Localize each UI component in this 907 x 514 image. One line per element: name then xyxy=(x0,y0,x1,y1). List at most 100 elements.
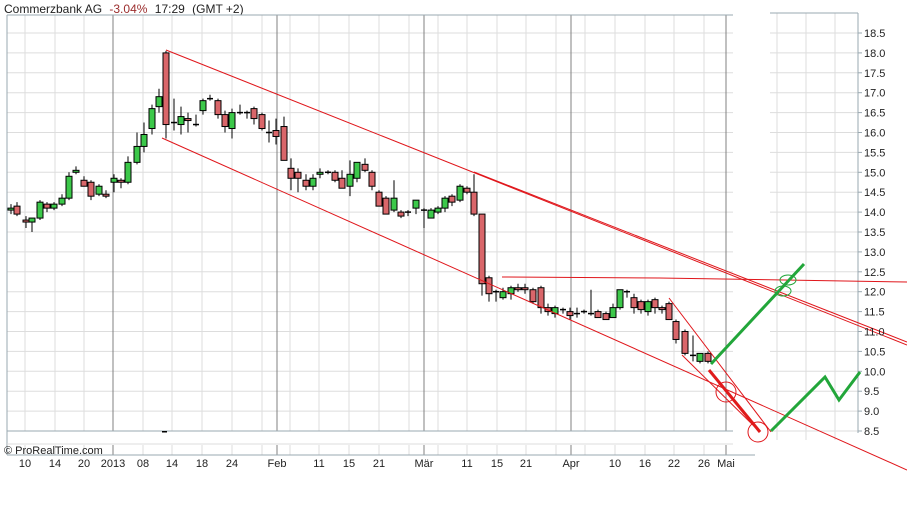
body xyxy=(65,175,73,199)
candle xyxy=(658,305,666,314)
timezone: (GMT +2) xyxy=(192,2,244,16)
candle xyxy=(463,186,471,195)
body xyxy=(13,205,21,215)
body xyxy=(616,289,624,309)
body xyxy=(309,177,317,187)
copyright: © ProRealTime.com xyxy=(4,445,103,457)
body xyxy=(390,197,398,211)
body xyxy=(651,299,659,309)
marker xyxy=(162,431,167,433)
body xyxy=(228,112,236,130)
candle xyxy=(50,202,58,211)
body xyxy=(434,207,442,213)
body xyxy=(124,161,132,183)
candle xyxy=(133,132,141,165)
body xyxy=(177,116,185,126)
body xyxy=(368,171,376,187)
x-tick-label: Feb xyxy=(268,458,287,470)
candle xyxy=(665,301,673,321)
y-tick-label: 15.0 xyxy=(864,167,885,179)
candle xyxy=(87,180,95,201)
y-tick-label: 13.0 xyxy=(864,247,885,259)
candle xyxy=(140,122,148,153)
body xyxy=(58,197,66,205)
candle xyxy=(602,311,610,321)
body xyxy=(566,311,574,317)
candle xyxy=(58,194,66,207)
x-tick-label: 21 xyxy=(373,458,385,470)
y-tick-label: 15.5 xyxy=(864,147,885,159)
candle xyxy=(470,174,478,217)
timestamp: 17:29 xyxy=(154,2,185,16)
body xyxy=(199,100,207,112)
candle xyxy=(199,98,207,115)
candle xyxy=(644,299,652,316)
y-tick-label: 14.0 xyxy=(864,207,885,219)
candle xyxy=(637,299,645,314)
body xyxy=(514,287,522,291)
body xyxy=(441,197,449,209)
candle xyxy=(110,174,118,193)
x-tick-label: 21 xyxy=(520,458,532,470)
trendline xyxy=(681,354,761,433)
body xyxy=(117,179,125,183)
body xyxy=(412,199,420,209)
candle xyxy=(36,200,44,221)
candle xyxy=(493,289,499,302)
candle xyxy=(80,176,88,187)
body xyxy=(521,287,529,291)
x-tick-label: 22 xyxy=(668,458,680,470)
y-tick-label: 18.5 xyxy=(864,28,885,40)
grid xyxy=(7,13,858,455)
y-tick-label: 16.0 xyxy=(864,128,885,140)
candle xyxy=(258,112,266,131)
trendline xyxy=(668,297,772,433)
candle xyxy=(551,305,559,318)
body xyxy=(637,301,645,311)
body xyxy=(331,171,339,181)
body xyxy=(110,177,118,183)
candle xyxy=(412,199,420,215)
candle xyxy=(651,297,659,314)
candle xyxy=(566,307,574,320)
body xyxy=(140,133,148,147)
candle xyxy=(441,196,449,213)
body xyxy=(602,313,610,321)
candle xyxy=(325,170,331,175)
candle xyxy=(574,307,580,318)
candle xyxy=(13,202,21,217)
x-tick-label: 14 xyxy=(166,458,178,470)
x-tick-label: 15 xyxy=(491,458,503,470)
candle xyxy=(448,194,456,207)
candle xyxy=(672,319,680,344)
candle xyxy=(456,184,464,203)
candle xyxy=(353,161,361,183)
axes xyxy=(6,12,862,456)
candle xyxy=(95,184,103,197)
candle xyxy=(624,289,630,298)
body xyxy=(36,201,44,219)
candle xyxy=(630,293,638,314)
body xyxy=(155,96,163,108)
candle xyxy=(390,180,398,213)
x-tick-label: 2013 xyxy=(101,458,125,470)
candle xyxy=(609,303,617,319)
candle xyxy=(272,118,280,145)
body xyxy=(696,352,704,362)
highlight-circle xyxy=(779,274,797,286)
candle xyxy=(368,170,376,191)
body xyxy=(382,197,390,215)
candle xyxy=(207,94,213,101)
body xyxy=(448,195,456,203)
candle xyxy=(65,172,73,201)
x-tick-label: Mai xyxy=(717,458,735,470)
body xyxy=(148,108,156,130)
y-tick-label: 16.5 xyxy=(864,108,885,120)
forecast-up-arrow xyxy=(709,262,806,366)
x-tick-label: 11 xyxy=(461,458,472,470)
candle xyxy=(72,166,80,175)
candle xyxy=(302,174,310,191)
body xyxy=(499,291,507,299)
candle xyxy=(102,190,110,199)
